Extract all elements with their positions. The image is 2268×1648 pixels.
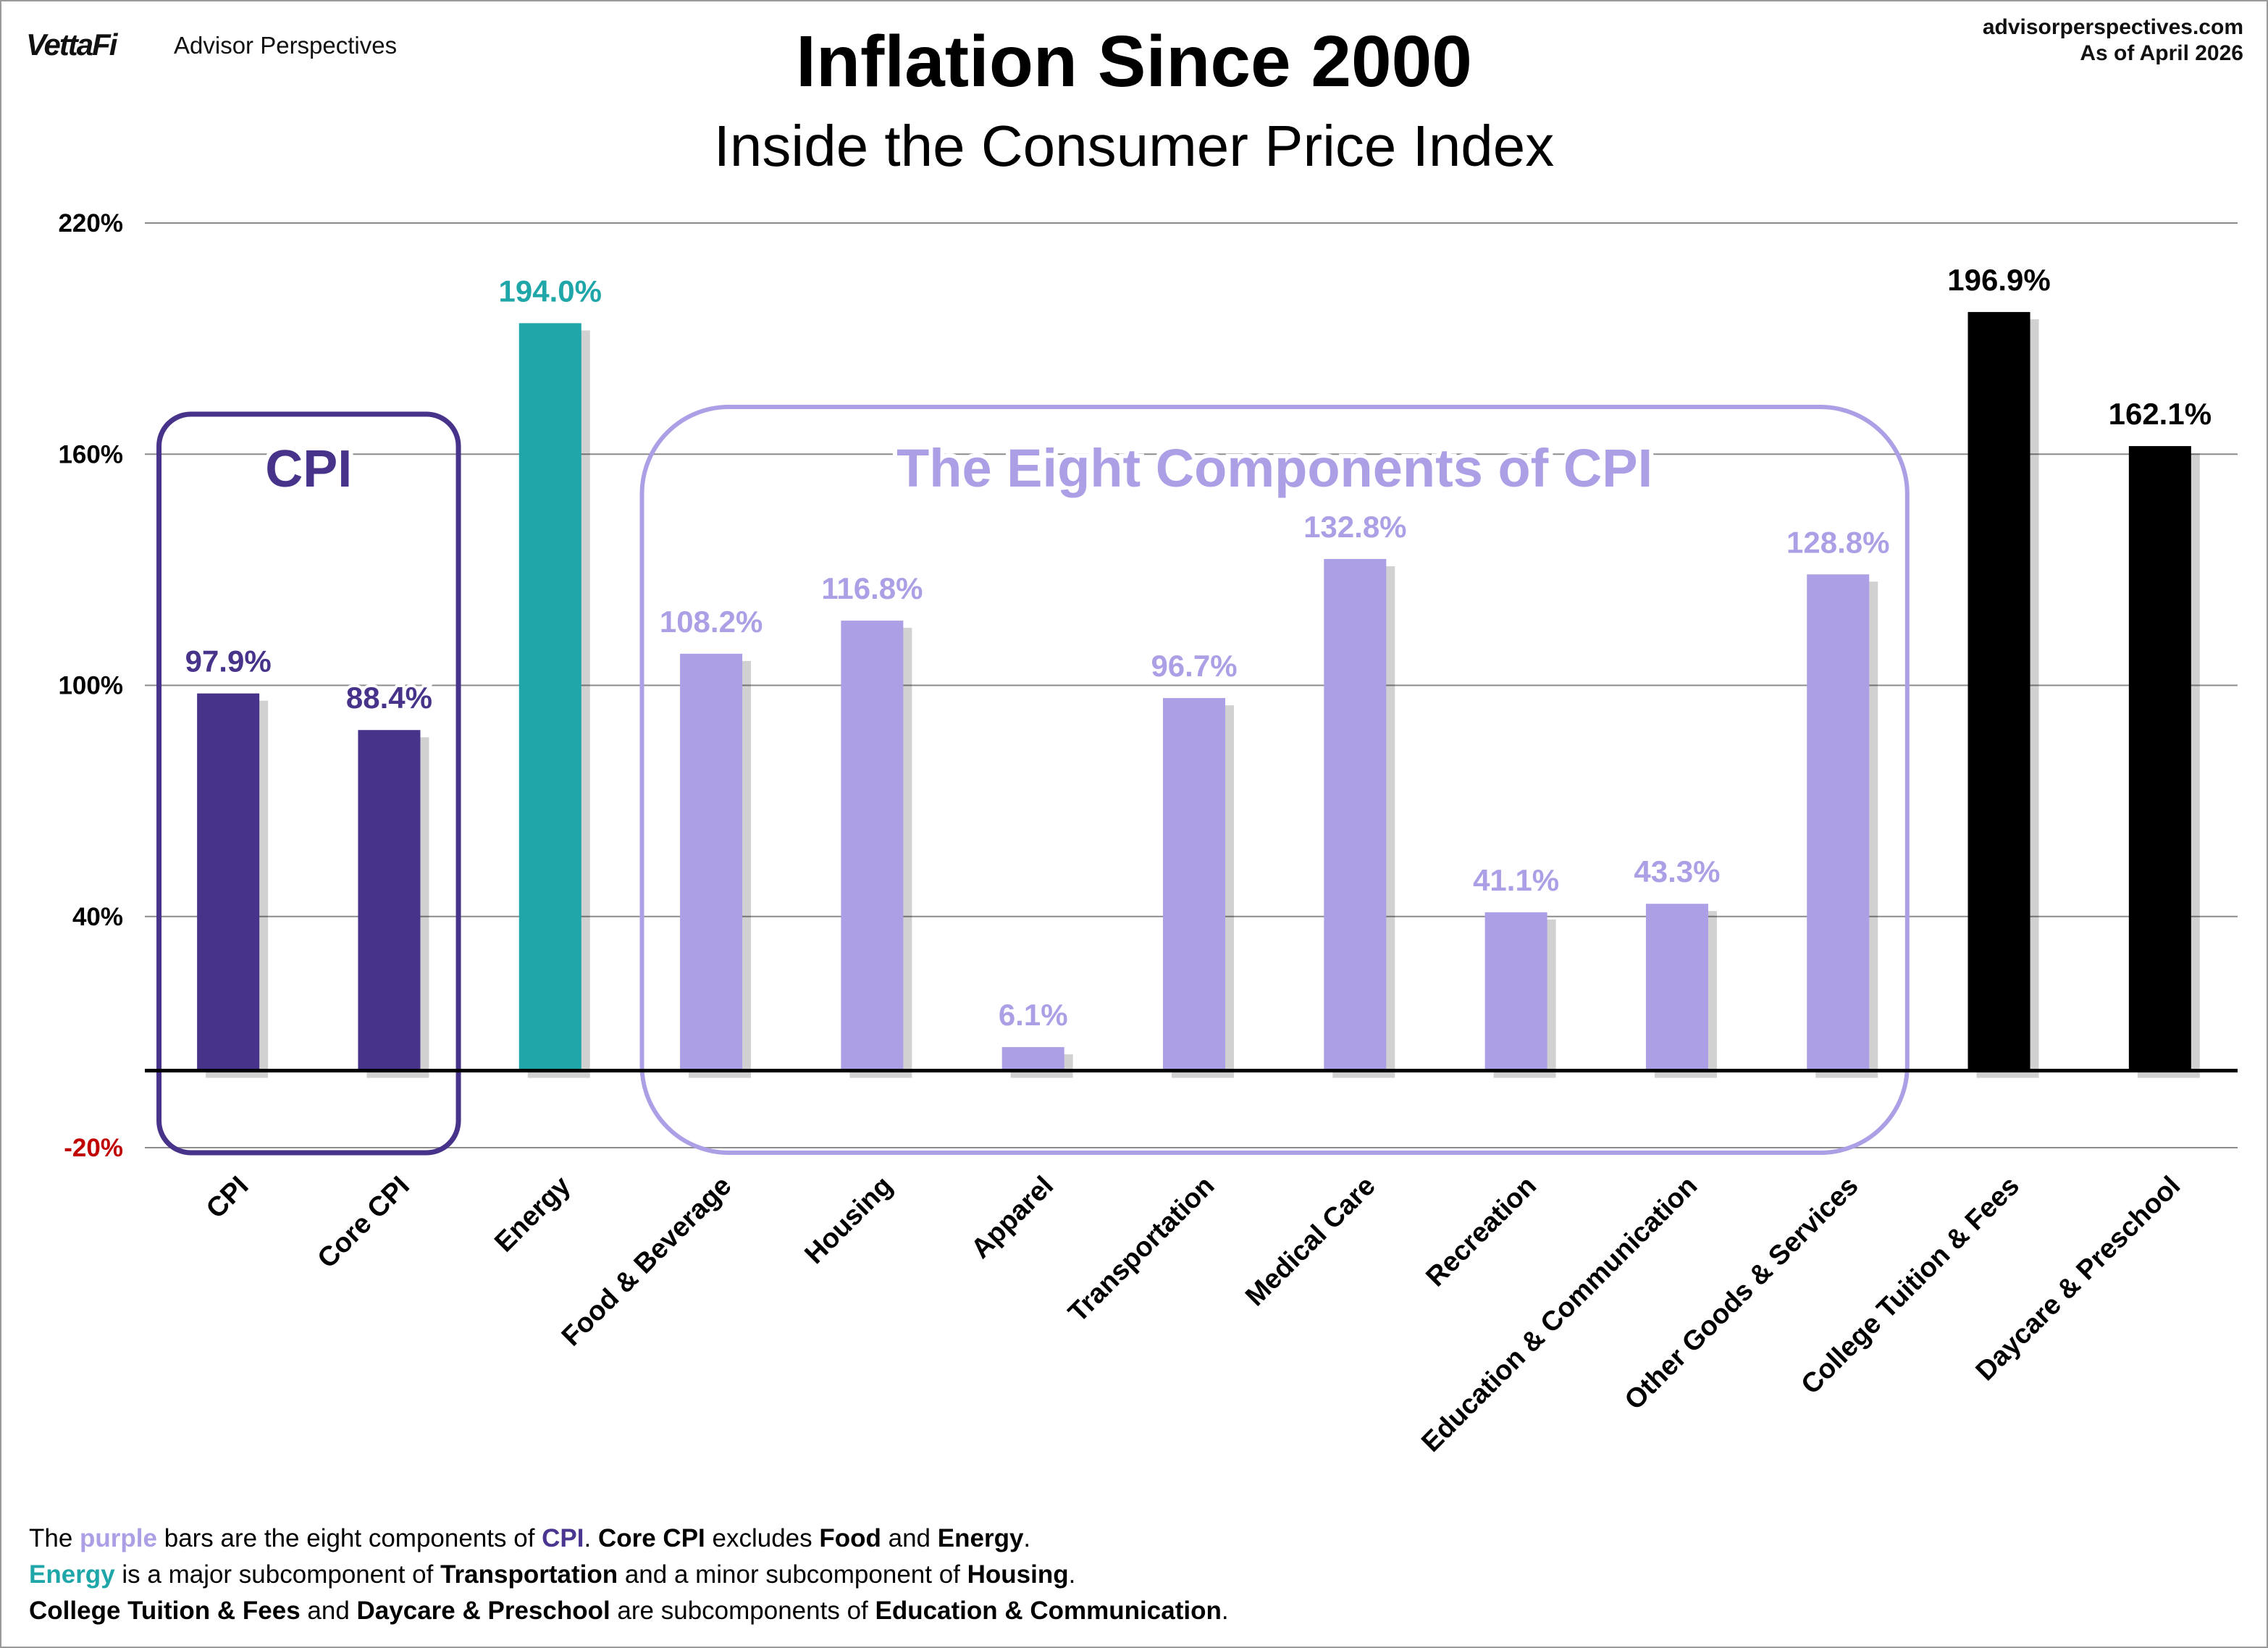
footnotes: The purple bars are the eight components… bbox=[29, 1521, 1229, 1629]
y-tick-label: 40% bbox=[72, 903, 123, 931]
bar-apparel bbox=[1001, 1047, 1064, 1071]
site-url: advisorperspectives.com bbox=[1982, 15, 2243, 39]
bar-daycare-preschool bbox=[2128, 446, 2191, 1071]
bar-transportation bbox=[1163, 698, 1225, 1071]
data-label: 194.0% bbox=[499, 274, 602, 308]
brand-logo: VettaFi bbox=[26, 28, 117, 62]
y-tick-label: 100% bbox=[58, 672, 123, 700]
bar-housing bbox=[841, 621, 904, 1071]
bar-recreation bbox=[1484, 912, 1547, 1071]
grid-lines bbox=[145, 222, 2238, 1148]
data-label: 96.7% bbox=[1151, 649, 1237, 683]
x-tick-label: Transportation bbox=[1063, 1171, 1221, 1329]
footnote-line-1: The purple bars are the eight components… bbox=[29, 1524, 1031, 1552]
cpi-group-label: CPI bbox=[265, 440, 352, 498]
data-label: 108.2% bbox=[660, 605, 763, 639]
x-tick-label: Energy bbox=[489, 1171, 576, 1258]
data-labels: 97.9% 88.4% 194.0% 108.2% 116.8% 6.1% 96.7% 132… bbox=[182, 260, 2214, 1035]
y-axis-ticks: -20% 40% 100% 160% 220% bbox=[58, 209, 123, 1162]
data-label: 6.1% bbox=[999, 998, 1068, 1032]
bar-other-goods-services bbox=[1807, 574, 1870, 1071]
data-label: 41.1% bbox=[1473, 863, 1559, 897]
chart-subtitle: Inside the Consumer Price Index bbox=[713, 114, 1555, 178]
data-label: 88.4% bbox=[346, 681, 432, 715]
data-label: 196.9% bbox=[1947, 263, 2050, 297]
bar-education-communication bbox=[1645, 904, 1708, 1071]
x-tick-label: Apparel bbox=[965, 1171, 1059, 1265]
data-label: 128.8% bbox=[1786, 525, 1889, 559]
data-label: 43.3% bbox=[1634, 854, 1720, 888]
y-tick-label: -20% bbox=[64, 1134, 123, 1162]
x-tick-label: Medical Care bbox=[1240, 1171, 1381, 1312]
source-info: advisorperspectives.com As of April 2026 bbox=[1983, 14, 2243, 67]
data-label: 97.9% bbox=[185, 644, 272, 678]
x-tick-label: Housing bbox=[799, 1171, 899, 1270]
x-tick-label: CPI bbox=[201, 1171, 255, 1225]
components-group-box bbox=[639, 405, 1910, 1155]
x-tick-label: Core CPI bbox=[312, 1171, 416, 1274]
y-tick-label: 220% bbox=[58, 209, 123, 237]
footnote-line-2: Energy is a major subcomponent of Transp… bbox=[29, 1560, 1076, 1589]
data-label: 116.8% bbox=[821, 571, 923, 605]
bar-food-beverage bbox=[680, 653, 743, 1071]
footnote-line-3: College Tuition & Fees and Daycare & Pre… bbox=[29, 1597, 1229, 1625]
bar-energy bbox=[518, 323, 581, 1071]
brand-subtitle: Advisor Perspectives bbox=[174, 32, 398, 59]
group-boxes: CPI The Eight Components of CPI bbox=[156, 405, 1910, 1156]
x-tick-label: Education & Communication bbox=[1416, 1171, 1703, 1458]
cpi-group-box bbox=[156, 411, 461, 1156]
as-of-date: As of April 2026 bbox=[2080, 41, 2243, 65]
bar-cpi bbox=[197, 693, 260, 1071]
bars bbox=[197, 311, 2200, 1078]
data-label: 162.1% bbox=[2109, 397, 2212, 431]
bar-college-tuition-fees bbox=[1967, 311, 2030, 1071]
components-group-label: The Eight Components of CPI bbox=[896, 438, 1652, 498]
x-tick-label: Food & Beverage bbox=[556, 1171, 738, 1353]
x-tick-label: Recreation bbox=[1420, 1171, 1542, 1293]
y-tick-label: 160% bbox=[58, 440, 123, 468]
bar-core-cpi bbox=[358, 730, 421, 1071]
bar-medical-care bbox=[1324, 558, 1387, 1071]
data-label: 132.8% bbox=[1303, 510, 1406, 544]
chart-title: Inflation Since 2000 bbox=[796, 21, 1472, 102]
